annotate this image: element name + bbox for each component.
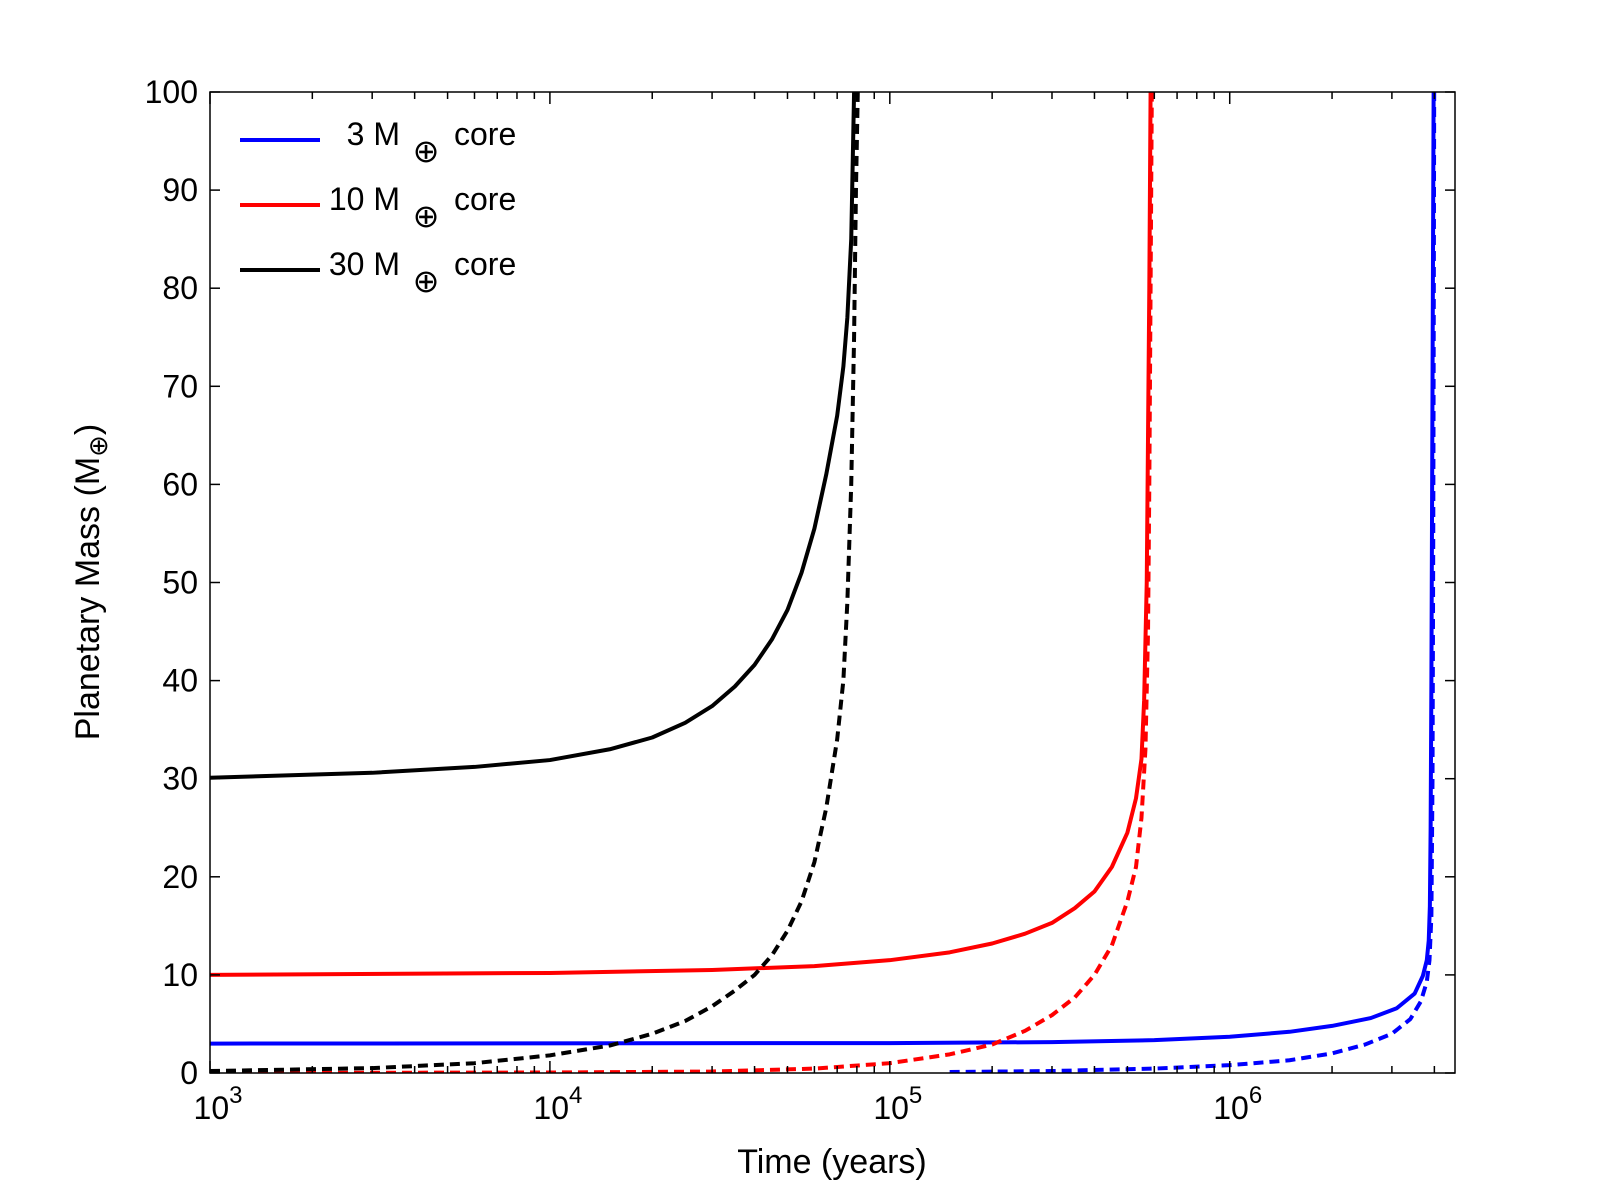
series-line-5	[210, 92, 860, 1073]
axis-tick-labels: 0 10 20 30 40 50 60 70 80 90 100 103 104 105 106	[145, 74, 1263, 1126]
x-tick-label: 104	[533, 1082, 582, 1126]
legend-label: 30 M	[329, 246, 400, 282]
series-line-3	[210, 92, 1154, 1073]
y-tick-label: 20	[162, 859, 198, 895]
y-tick-label: 100	[145, 74, 198, 110]
series-line-0	[210, 92, 1436, 1046]
y-tick-label: 90	[162, 172, 198, 208]
y-tick-label: 60	[162, 466, 198, 502]
y-tick-label: 50	[162, 565, 198, 601]
y-tick-label: 80	[162, 270, 198, 306]
series-line-1	[949, 92, 1437, 1073]
legend: 3 M ⊕ core 10 M ⊕ core 30 M ⊕ core	[240, 116, 516, 299]
legend-label-subscript: ⊕	[413, 133, 440, 169]
legend-label-subscript: ⊕	[413, 198, 440, 234]
y-tick-label: 40	[162, 663, 198, 699]
legend-label-suffix: core	[454, 181, 516, 217]
x-tick-label: 105	[873, 1082, 922, 1126]
x-tick-label: 106	[1213, 1082, 1262, 1126]
y-tick-label: 70	[162, 368, 198, 404]
axis-ticks	[209, 91, 1455, 1074]
x-tick-label: 103	[194, 1082, 243, 1126]
legend-label-suffix: core	[454, 246, 516, 282]
y-tick-label: 10	[162, 957, 198, 993]
series-layer	[210, 92, 1437, 1073]
series-line-2	[210, 92, 1153, 977]
y-tick-label: 30	[162, 761, 198, 797]
legend-label: 10 M	[329, 181, 400, 217]
legend-label: 3 M	[347, 116, 400, 152]
y-tick-label: 0	[180, 1055, 198, 1091]
legend-label-suffix: core	[454, 116, 516, 152]
legend-label-subscript: ⊕	[413, 263, 440, 299]
y-axis-label: Planetary Mass (M⊕)	[69, 424, 113, 741]
series-line-4	[210, 92, 857, 780]
x-axis-label: Time (years)	[737, 1143, 927, 1181]
